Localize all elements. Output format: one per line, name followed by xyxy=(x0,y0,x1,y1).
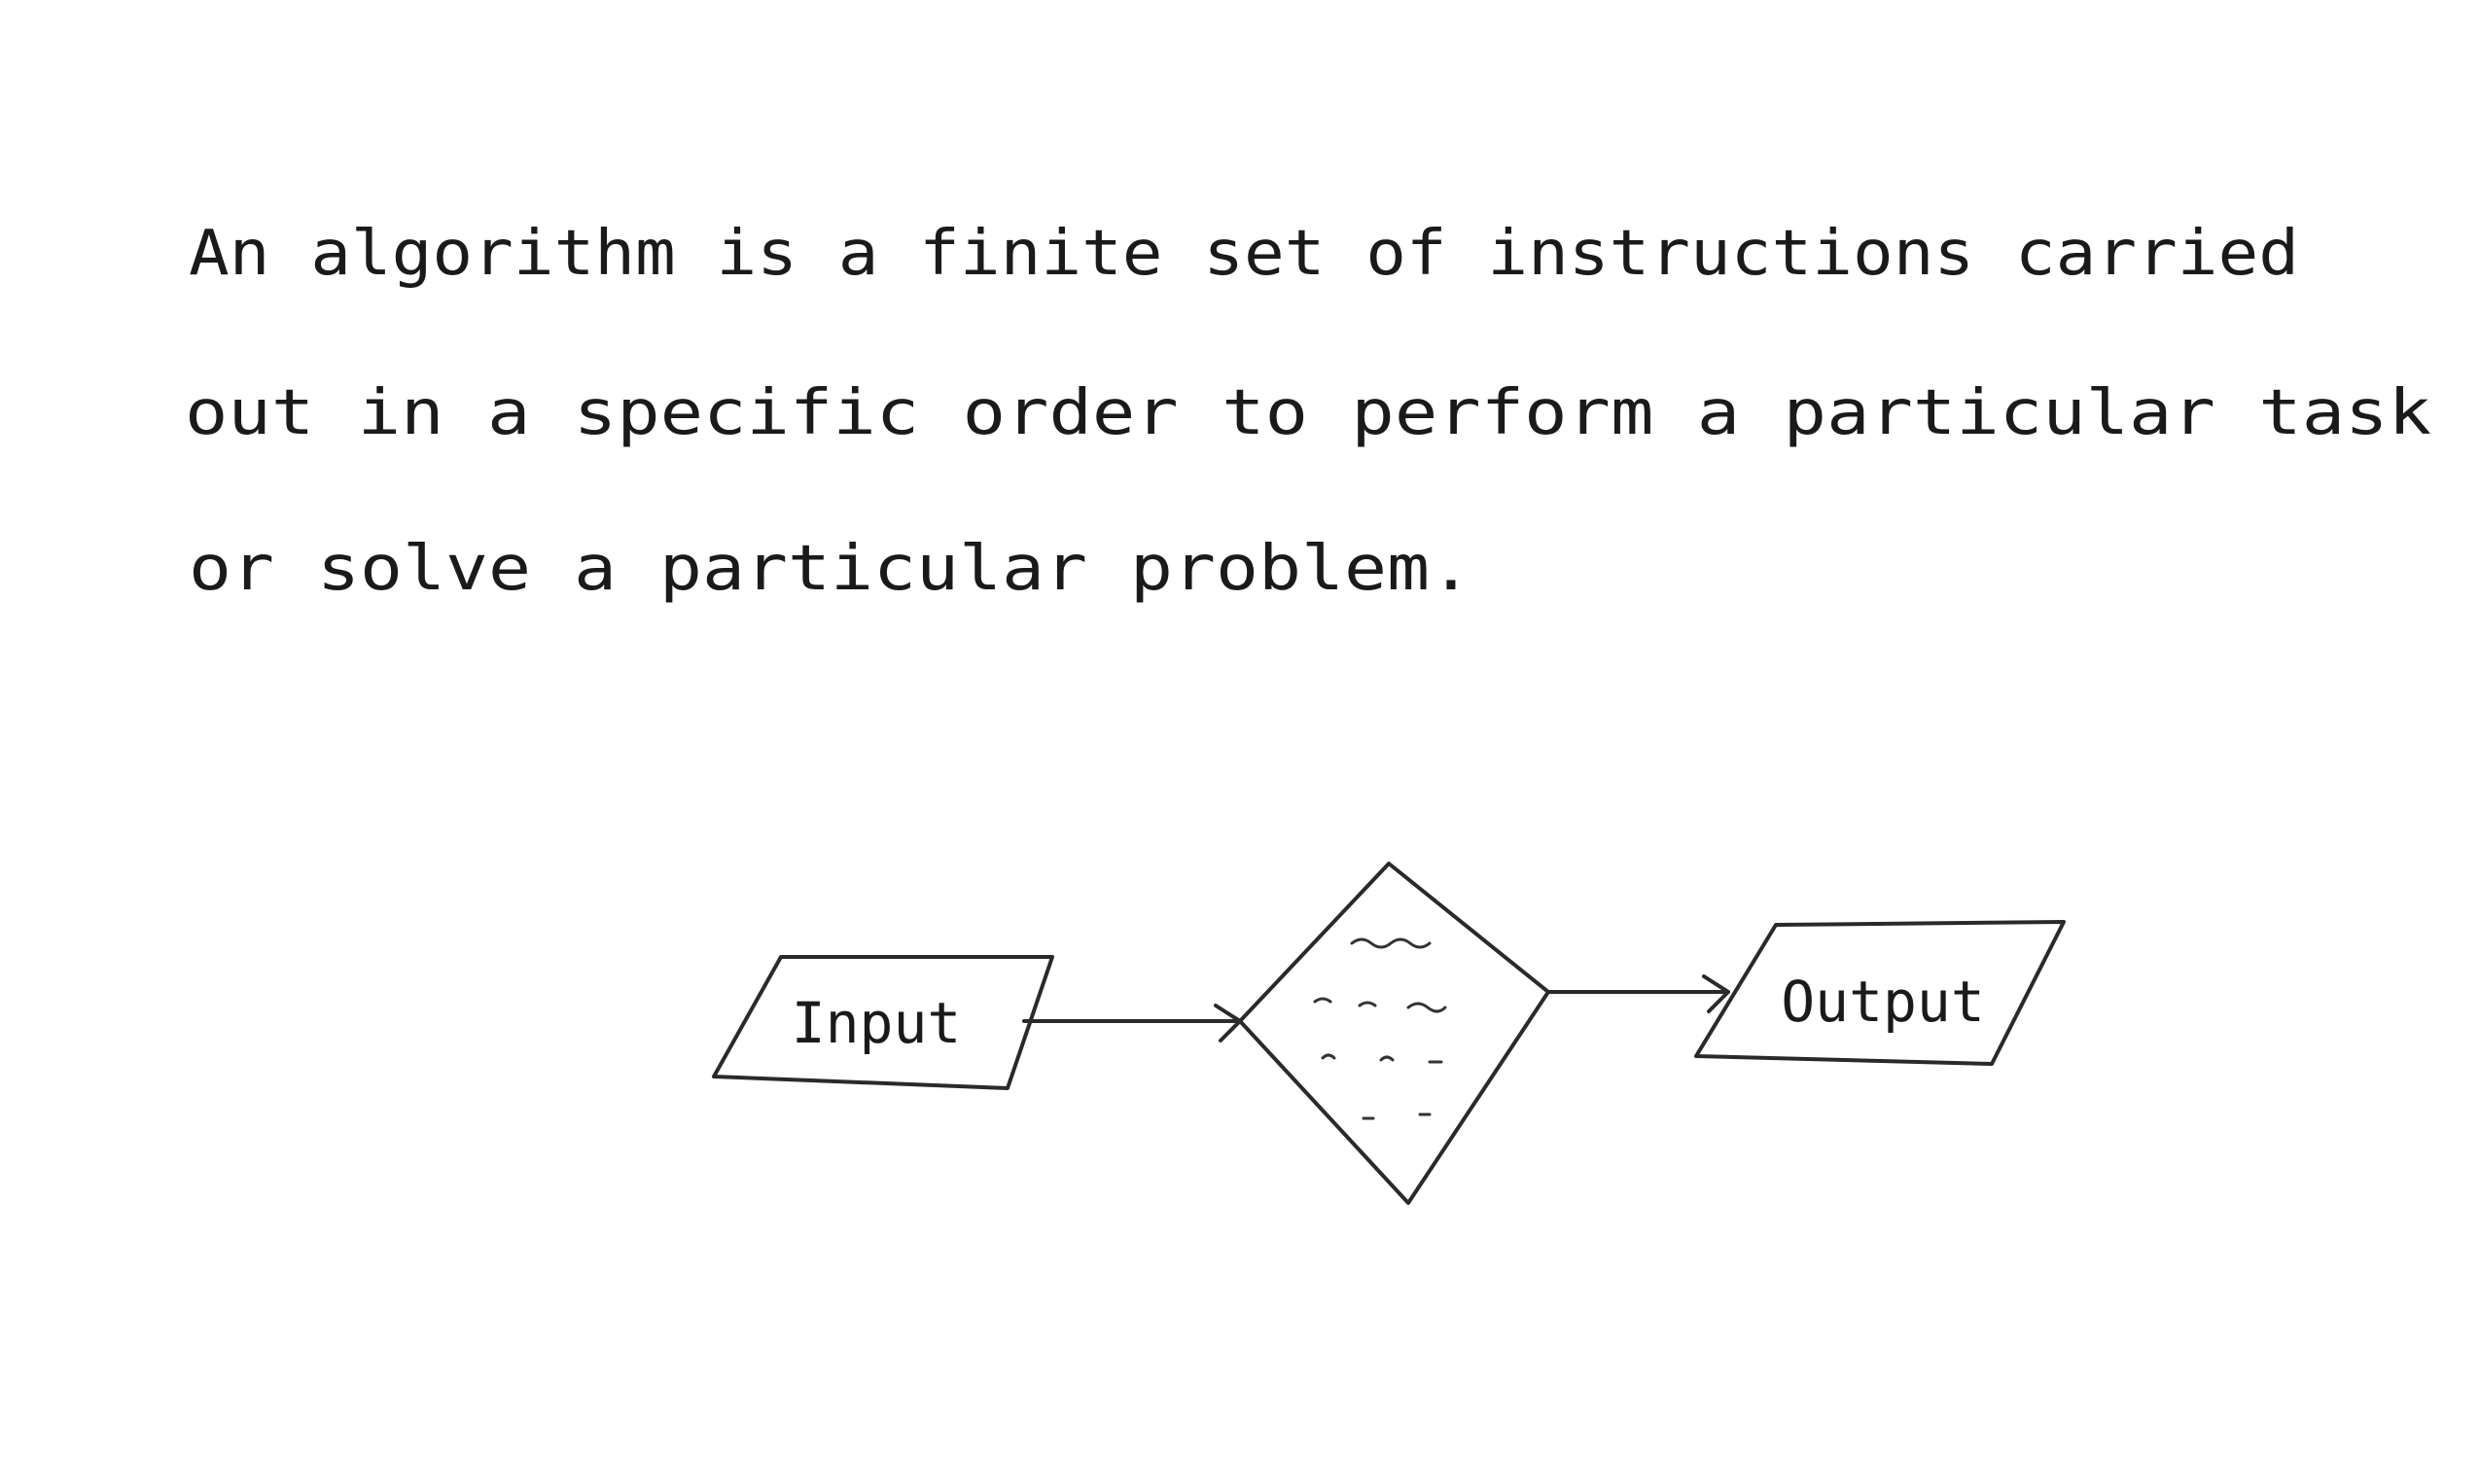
arrow-head xyxy=(1702,974,1730,1013)
paragraph-line: or solve a particular problem. xyxy=(189,533,1472,605)
node-label: Input xyxy=(792,990,962,1056)
process-diamond xyxy=(1238,862,1550,1205)
node-label: Output xyxy=(1781,969,1985,1035)
output-shape xyxy=(1694,920,2066,1066)
paragraph-line: An algorithm is a finite set of instruct… xyxy=(189,218,2299,290)
paragraph-line: out in a specific order to perform a par… xyxy=(185,377,2431,449)
scribbles xyxy=(1313,937,1447,1120)
input-shape xyxy=(712,955,1054,1090)
